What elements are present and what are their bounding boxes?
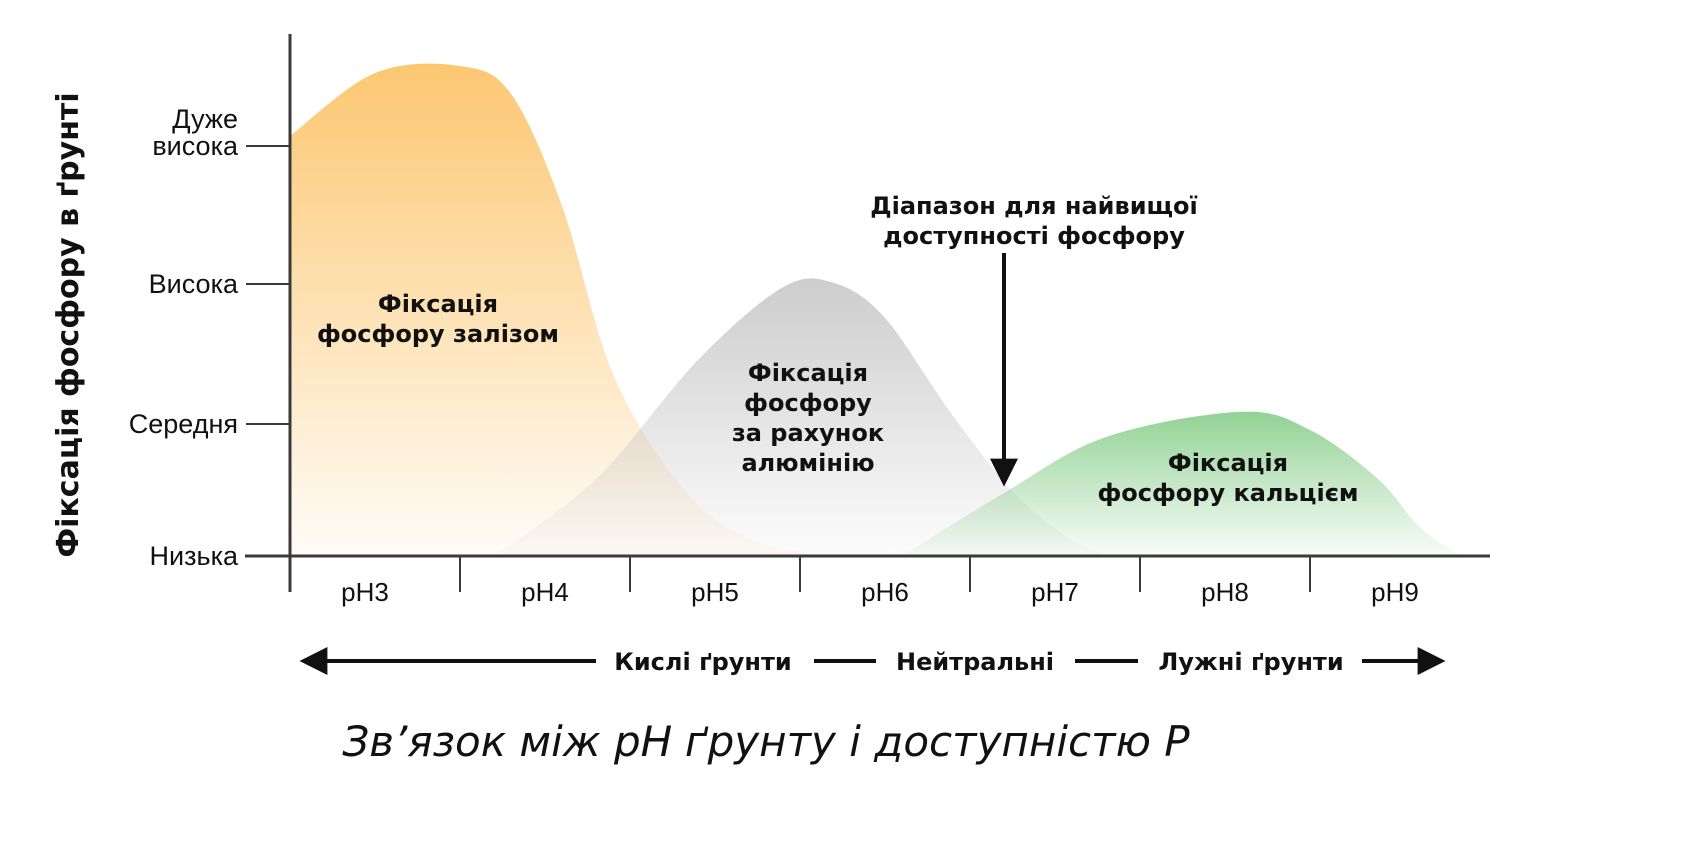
iron-fixation-label: Фіксація фосфору залізом <box>317 290 559 348</box>
best-availability-annotation: Діапазон для найвищої доступності фосфору <box>870 192 1198 487</box>
x-tick-label: pH3 <box>341 577 389 607</box>
aluminium-fixation-label: Фіксація фосфору за рахунок алюмінію <box>732 359 884 477</box>
calcium-fixation-label: Фіксація фосфору кальцієм <box>1097 449 1358 507</box>
annotation-label: Діапазон для найвищої доступності фосфору <box>870 192 1198 250</box>
y-axis-ticks: Низька Середня Висока Дуже висока <box>129 104 290 571</box>
y-tick-label: Дуже висока <box>152 104 239 161</box>
region-labels: Фіксація фосфору залізом Фіксація фосфору за… <box>317 290 1359 507</box>
x-tick-label: pH4 <box>521 577 569 607</box>
x-tick-label: pH8 <box>1201 577 1249 607</box>
alkaline-soils-label: Лужні ґрунти <box>1158 648 1343 676</box>
y-axis-title: Фіксація фосфору в ґрунті <box>51 92 86 557</box>
x-axis-ticks: pH3 pH4 pH5 pH6 pH7 pH8 pH9 <box>341 556 1419 607</box>
acid-soils-label: Кислі ґрунти <box>614 648 792 676</box>
aluminium-fixation-area <box>494 278 1140 556</box>
chart-title: Зв’язок між pH ґрунту і доступністю P <box>342 717 1190 766</box>
soil-type-scale: Кислі ґрунти Нейтральні Лужні ґрунти <box>299 647 1446 676</box>
y-tick-label: Низька <box>150 541 239 571</box>
neutral-soils-label: Нейтральні <box>896 648 1054 676</box>
x-tick-label: pH9 <box>1371 577 1419 607</box>
fixation-areas <box>290 63 1463 557</box>
y-tick-label: Висока <box>149 269 239 299</box>
x-tick-label: pH5 <box>691 577 739 607</box>
iron-fixation-area <box>290 63 834 557</box>
y-tick-label: Середня <box>129 409 238 439</box>
x-tick-label: pH7 <box>1031 577 1079 607</box>
calcium-fixation-area <box>902 411 1463 556</box>
x-tick-label: pH6 <box>861 577 909 607</box>
